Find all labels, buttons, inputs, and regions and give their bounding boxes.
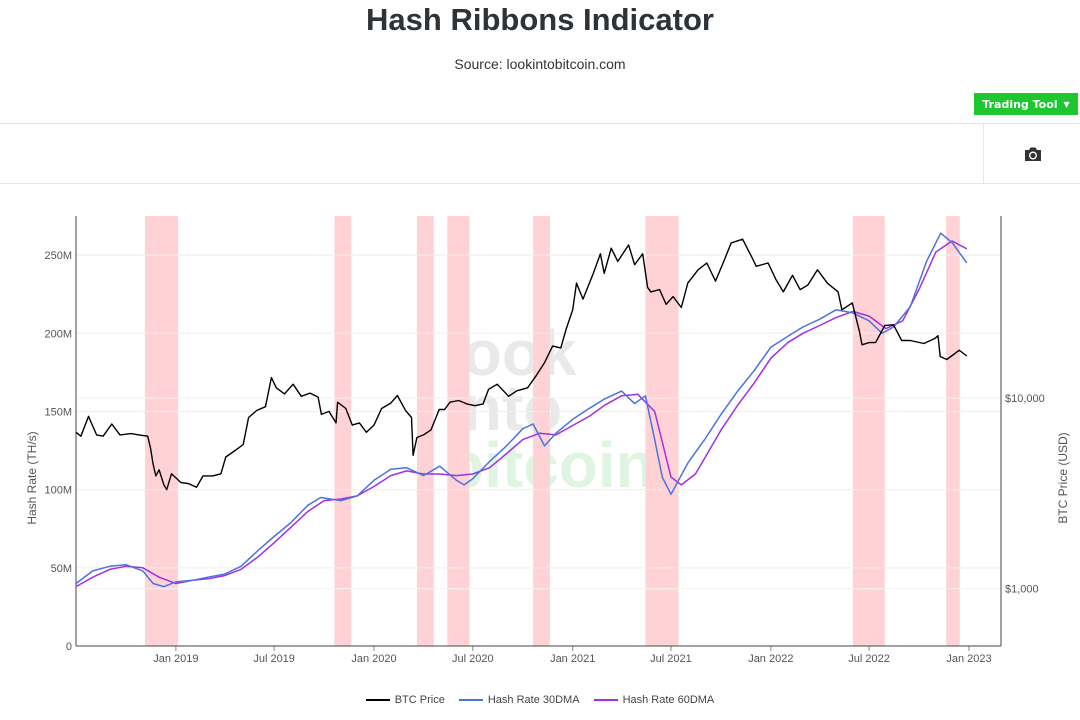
chart-legend: BTC Price Hash Rate 30DMA Hash Rate 60DMA xyxy=(0,694,1080,706)
y-left-tick-label: 150M xyxy=(44,406,72,418)
capitulation-bands xyxy=(144,216,960,646)
x-tick-label: Jul 2021 xyxy=(650,653,692,665)
capitulation-band-2 xyxy=(334,216,352,646)
capitulation-band-4 xyxy=(447,216,470,646)
capitulation-band-8 xyxy=(946,216,960,646)
y-left-tick-label: 200M xyxy=(44,328,72,340)
y-axis-left-title: Hash Rate (TH/s) xyxy=(25,431,39,524)
legend-label: Hash Rate 60DMA xyxy=(622,694,715,706)
screenshot-button[interactable] xyxy=(983,124,1080,183)
y-left-tick-label: 50M xyxy=(51,563,72,575)
legend-swatch xyxy=(458,699,483,701)
capitulation-band-1 xyxy=(144,216,179,646)
chevron-down-icon: ▼ xyxy=(1063,99,1070,109)
trading-tool-dropdown[interactable]: Trading Tool ▼ xyxy=(974,93,1078,115)
gridlines xyxy=(76,254,1001,651)
x-tick-label: Jul 2020 xyxy=(452,653,494,665)
hash-rate-30dma-line xyxy=(75,232,968,588)
x-tick-label: Jan 2020 xyxy=(351,653,396,665)
trading-tool-label: Trading Tool xyxy=(982,97,1058,111)
x-tick-label: Jan 2019 xyxy=(153,653,198,665)
capitulation-band-3 xyxy=(416,216,434,646)
y-axis-right-title: BTC Price (USD) xyxy=(1056,432,1070,523)
legend-label: Hash Rate 30DMA xyxy=(487,694,580,706)
camera-icon xyxy=(1024,147,1041,161)
axes xyxy=(75,216,1002,647)
legend-item-hash-rate-60dma[interactable]: Hash Rate 60DMA xyxy=(593,694,715,706)
y-right-tick-label: $10,000 xyxy=(1005,393,1045,405)
tick-labels: 0 50M 100M 150M 200M 250M $1,000 $10,000 Jan 201… xyxy=(44,250,1044,665)
page-title: Hash Ribbons Indicator xyxy=(366,2,714,37)
x-tick-label: Jul 2019 xyxy=(253,653,295,665)
y-right-tick-label: $1,000 xyxy=(1005,584,1039,596)
x-tick-label: Jan 2021 xyxy=(550,653,595,665)
capitulation-band-5 xyxy=(533,216,550,646)
x-tick-label: Jan 2022 xyxy=(748,653,793,665)
hash-ribbons-chart: look into bitcoin 050M100M150M200M250M$1… xyxy=(25,216,1070,665)
legend-label: BTC Price xyxy=(394,694,445,706)
legend-swatch xyxy=(593,699,618,701)
x-tick-label: Jul 2022 xyxy=(848,653,890,665)
legend-item-hash-rate-30dma[interactable]: Hash Rate 30DMA xyxy=(458,694,580,706)
y-left-tick-label: 250M xyxy=(44,250,72,262)
legend-item-btc-price[interactable]: BTC Price xyxy=(365,694,445,706)
y-left-tick-label: 0 xyxy=(66,641,72,653)
x-tick-label: Jan 2023 xyxy=(946,653,991,665)
btc-price-line xyxy=(75,238,968,491)
y-left-tick-label: 100M xyxy=(44,485,72,497)
hash-rate-60dma-line xyxy=(75,240,968,588)
chart-toolbar xyxy=(0,123,1080,184)
legend-swatch xyxy=(365,699,390,701)
series-lines xyxy=(75,232,968,588)
capitulation-band-7 xyxy=(852,216,885,646)
capitulation-band-6 xyxy=(645,216,679,646)
page-subtitle: Source: lookintobitcoin.com xyxy=(454,56,626,72)
